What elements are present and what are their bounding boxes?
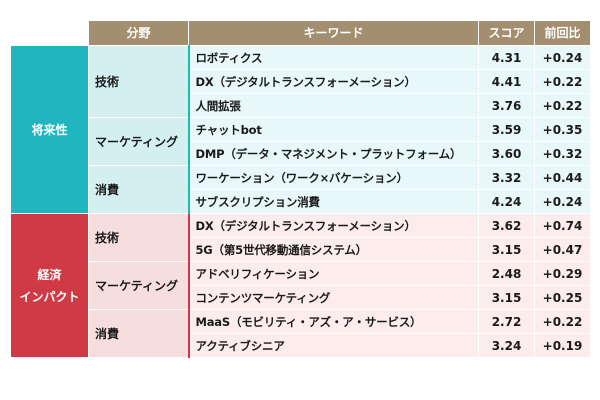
- table-row: DX（デジタルトランスフォーメーション） 4.41 +0.22: [11, 69, 591, 94]
- header-keyword: キーワード: [188, 20, 479, 46]
- score-cell: 2.72: [478, 309, 535, 334]
- score-cell: 4.41: [478, 69, 535, 94]
- table-row: 経済 インパクト 技術 DX（デジタルトランスフォーメーション） 3.62 +0.74: [10, 213, 591, 358]
- table-row: DMP（データ・マネジメント・プラットフォーム） 3.60 +0.32: [11, 141, 591, 166]
- keyword-cell: アクティブシニア: [187, 333, 479, 358]
- subcategory-cell: 消費: [88, 309, 189, 358]
- change-cell: +0.24: [534, 45, 591, 70]
- score-cell: 3.32: [478, 165, 535, 190]
- change-cell: +0.22: [534, 309, 591, 334]
- keyword-cell: 5G（第5世代移動通信システム）: [187, 237, 479, 262]
- keyword-cell: DMP（データ・マネジメント・プラットフォーム）: [187, 141, 479, 166]
- keyword-cell: チャットbot: [187, 117, 479, 142]
- table-row: 消費 ワーケーション（ワーク×バケーション） 3.32 +0.44: [11, 165, 591, 214]
- score-cell: 3.24: [478, 333, 535, 358]
- change-cell: +0.19: [534, 333, 591, 358]
- keyword-cell: DX（デジタルトランスフォーメーション）: [187, 213, 479, 238]
- header-field: 分野: [88, 20, 189, 46]
- change-cell: +0.22: [534, 69, 591, 94]
- header-blank-cell: [10, 20, 89, 46]
- keyword-cell: MaaS（モビリティ・アズ・ア・サービス）: [187, 309, 479, 334]
- table-row: 人間拡張 3.76 +0.22: [11, 93, 591, 118]
- category-label: 将来性: [31, 122, 68, 137]
- keyword-cell: DX（デジタルトランスフォーメーション）: [187, 69, 479, 94]
- keyword-cell: コンテンツマーケティング: [187, 285, 479, 310]
- keyword-ranking-table: 分野 キーワード スコア 前回比 将来性 技術 ロボティクス 4.31 +0.24 DX（…: [10, 20, 591, 358]
- table-header-row: 分野 キーワード スコア 前回比: [10, 20, 591, 46]
- change-cell: +0.35: [534, 117, 591, 142]
- score-cell: 2.48: [478, 261, 535, 286]
- score-cell: 3.76: [478, 93, 535, 118]
- subcategory-cell: 技術: [88, 213, 189, 262]
- subcategory-cell: 消費: [88, 165, 189, 214]
- keyword-cell: ロボティクス: [187, 45, 479, 70]
- score-cell: 3.60: [478, 141, 535, 166]
- change-cell: +0.24: [534, 189, 591, 214]
- table-row: マーケティング アドベリフィケーション 2.48 +0.29: [11, 261, 591, 310]
- category-cell: 将来性: [10, 45, 89, 214]
- change-cell: +0.44: [534, 165, 591, 190]
- subcategory-cell: 技術: [88, 45, 189, 118]
- change-cell: +0.47: [534, 237, 591, 262]
- keyword-cell: ワーケーション（ワーク×バケーション）: [187, 165, 479, 190]
- category-label: 経済: [37, 267, 62, 282]
- header-score: スコア: [478, 20, 535, 46]
- table-row: コンテンツマーケティング 3.15 +0.25: [11, 285, 591, 310]
- table-row: 将来性 技術 ロボティクス 4.31 +0.24: [10, 45, 591, 214]
- category-cell: 経済 インパクト: [10, 213, 89, 358]
- change-cell: +0.25: [534, 285, 591, 310]
- change-cell: +0.74: [534, 213, 591, 238]
- keyword-cell: アドベリフィケーション: [187, 261, 479, 286]
- header-change: 前回比: [534, 20, 591, 46]
- change-cell: +0.22: [534, 93, 591, 118]
- score-cell: 4.24: [478, 189, 535, 214]
- table-row: 消費 MaaS（モビリティ・アズ・ア・サービス） 2.72 +0.22: [11, 309, 591, 358]
- subcategory-cell: マーケティング: [88, 117, 189, 166]
- subcategory-cell: マーケティング: [88, 261, 189, 310]
- table-row: サブスクリプション消費 4.24 +0.24: [11, 189, 591, 214]
- table-row: アクティブシニア 3.24 +0.19: [11, 333, 591, 358]
- score-cell: 3.15: [478, 285, 535, 310]
- score-cell: 3.15: [478, 237, 535, 262]
- keyword-cell: サブスクリプション消費: [187, 189, 479, 214]
- table-body: 将来性 技術 ロボティクス 4.31 +0.24 DX（デジタルトランスフォーメーション）…: [10, 45, 591, 358]
- score-cell: 4.31: [478, 45, 535, 70]
- table-row: マーケティング チャットbot 3.59 +0.35: [11, 117, 591, 166]
- change-cell: +0.29: [534, 261, 591, 286]
- change-cell: +0.32: [534, 141, 591, 166]
- score-cell: 3.62: [478, 213, 535, 238]
- score-cell: 3.59: [478, 117, 535, 142]
- category-label: インパクト: [19, 289, 80, 304]
- keyword-cell: 人間拡張: [187, 93, 479, 118]
- table-row: 5G（第5世代移動通信システム） 3.15 +0.47: [11, 237, 591, 262]
